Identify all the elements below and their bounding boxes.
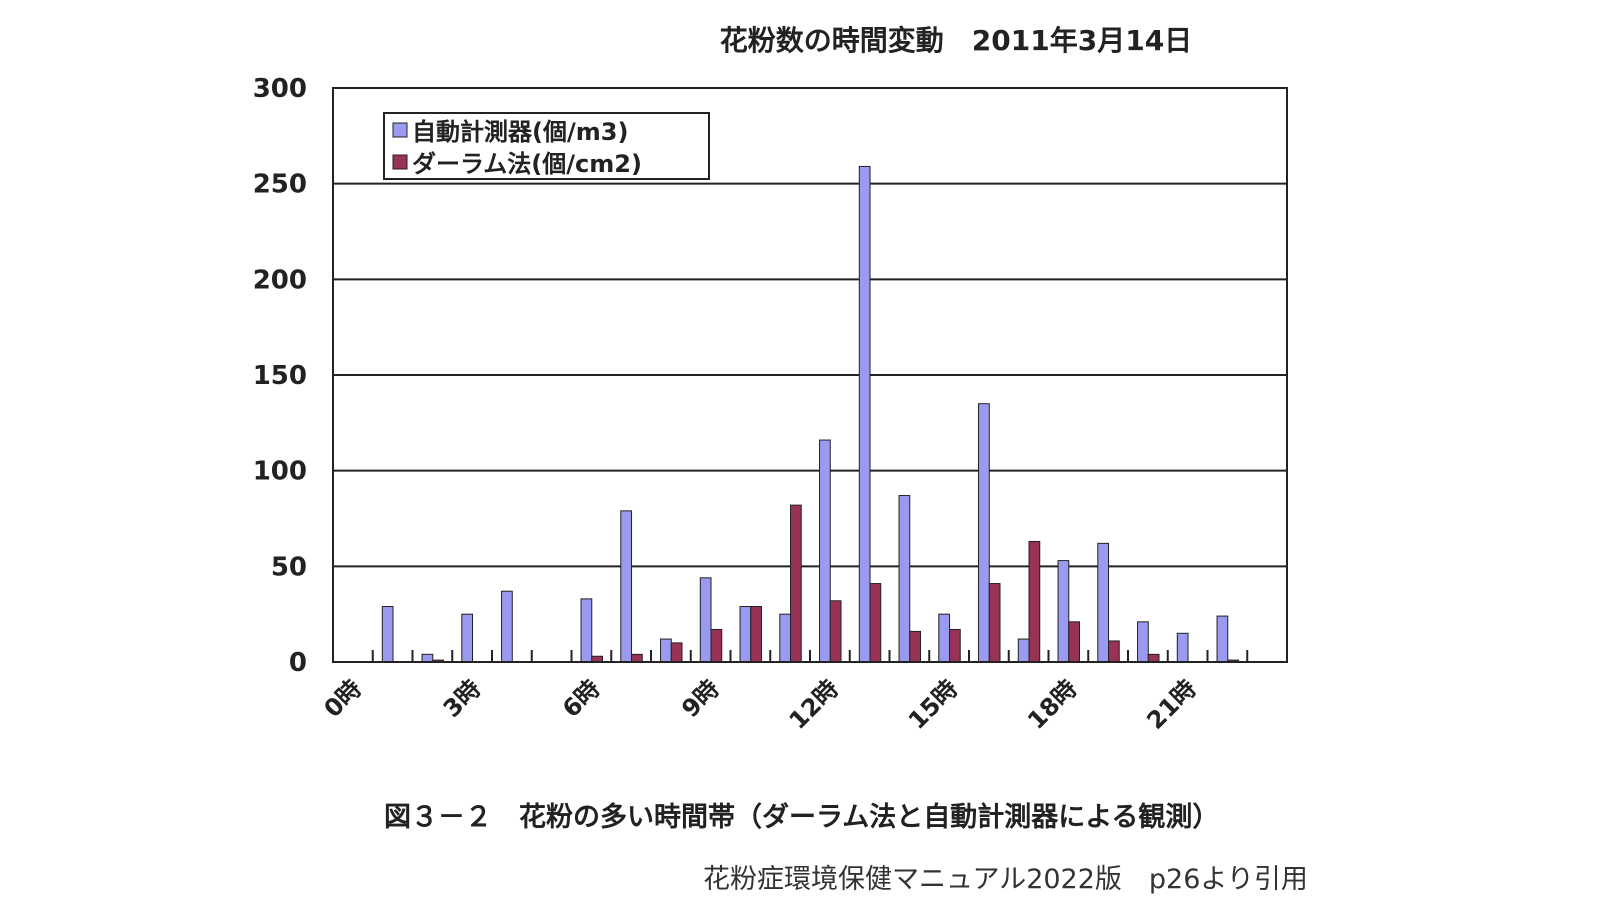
bar-auto bbox=[421, 653, 434, 663]
bar-durham bbox=[750, 606, 763, 663]
x-tick-label: 18時 bbox=[1022, 674, 1082, 734]
bar-auto bbox=[620, 510, 633, 663]
bar-durham bbox=[869, 583, 882, 663]
plot-frame bbox=[332, 87, 1288, 663]
bar-auto bbox=[699, 577, 712, 663]
bar-auto bbox=[1137, 621, 1149, 663]
bar-auto bbox=[501, 590, 513, 663]
legend-swatch-durham bbox=[392, 154, 408, 170]
x-tick-label: 12時 bbox=[784, 674, 844, 734]
y-tick-label: 150 bbox=[253, 361, 307, 391]
x-tick-label: 9時 bbox=[676, 674, 725, 723]
bar-durham bbox=[1147, 653, 1160, 663]
bar-auto bbox=[739, 606, 752, 663]
chart-title: 花粉数の時間変動 2011年3月14日 bbox=[720, 24, 1192, 57]
bar-durham bbox=[829, 600, 842, 663]
bar-auto bbox=[381, 606, 394, 663]
y-tick-label: 100 bbox=[253, 457, 307, 487]
y-tick-label: 200 bbox=[253, 265, 307, 295]
bar-auto bbox=[1216, 615, 1229, 663]
legend-label-durham: ダーラム法(個/cm2) bbox=[412, 150, 642, 178]
y-tick-label: 300 bbox=[253, 74, 307, 104]
source-note: 花粉症環境保健マニュアル2022版 p26より引用 bbox=[703, 864, 1308, 895]
bar-durham bbox=[1108, 640, 1120, 663]
x-tick-label: 15時 bbox=[903, 674, 963, 734]
bar-auto bbox=[978, 403, 990, 663]
bar-auto bbox=[938, 613, 951, 663]
figure-caption: 図３－２ 花粉の多い時間帯（ダーラム法と自動計測器による観測） bbox=[384, 801, 1219, 833]
bar-durham bbox=[670, 642, 683, 663]
y-axis-ticks: 0 50 100 150 200 250 300 bbox=[253, 74, 307, 678]
bar-auto bbox=[660, 638, 672, 663]
bars bbox=[381, 165, 1240, 663]
bar-durham bbox=[710, 628, 723, 663]
bar-durham bbox=[1068, 621, 1081, 663]
bar-durham bbox=[790, 504, 802, 663]
bar-auto bbox=[1057, 560, 1070, 663]
bar-auto bbox=[858, 165, 871, 663]
x-tick-label: 0時 bbox=[319, 674, 368, 723]
y-tick-label: 250 bbox=[253, 170, 307, 200]
bar-auto bbox=[1176, 632, 1189, 663]
bar-auto bbox=[779, 613, 792, 663]
x-tick-label: 21時 bbox=[1141, 674, 1201, 734]
x-tick-label: 6時 bbox=[557, 674, 606, 723]
bar-auto bbox=[1017, 638, 1030, 663]
legend-label-auto: 自動計測器(個/m3) bbox=[412, 118, 628, 146]
bar-durham bbox=[631, 653, 643, 663]
legend: 自動計測器(個/m3) ダーラム法(個/cm2) bbox=[383, 112, 710, 180]
x-tick-label: 3時 bbox=[438, 674, 487, 723]
legend-box bbox=[383, 112, 710, 180]
bar-durham bbox=[909, 630, 922, 663]
bar-auto bbox=[819, 439, 831, 663]
bar-durham bbox=[988, 583, 1001, 663]
legend-swatch-auto bbox=[392, 122, 408, 138]
bar-auto bbox=[898, 495, 911, 663]
bar-durham bbox=[1028, 540, 1041, 663]
gridlines bbox=[333, 182, 1287, 568]
bar-auto bbox=[1097, 542, 1110, 663]
bar-durham bbox=[949, 628, 961, 663]
y-tick-label: 0 bbox=[289, 648, 307, 678]
y-tick-label: 50 bbox=[271, 552, 307, 582]
bar-auto bbox=[580, 598, 593, 663]
bar-auto bbox=[461, 613, 474, 663]
